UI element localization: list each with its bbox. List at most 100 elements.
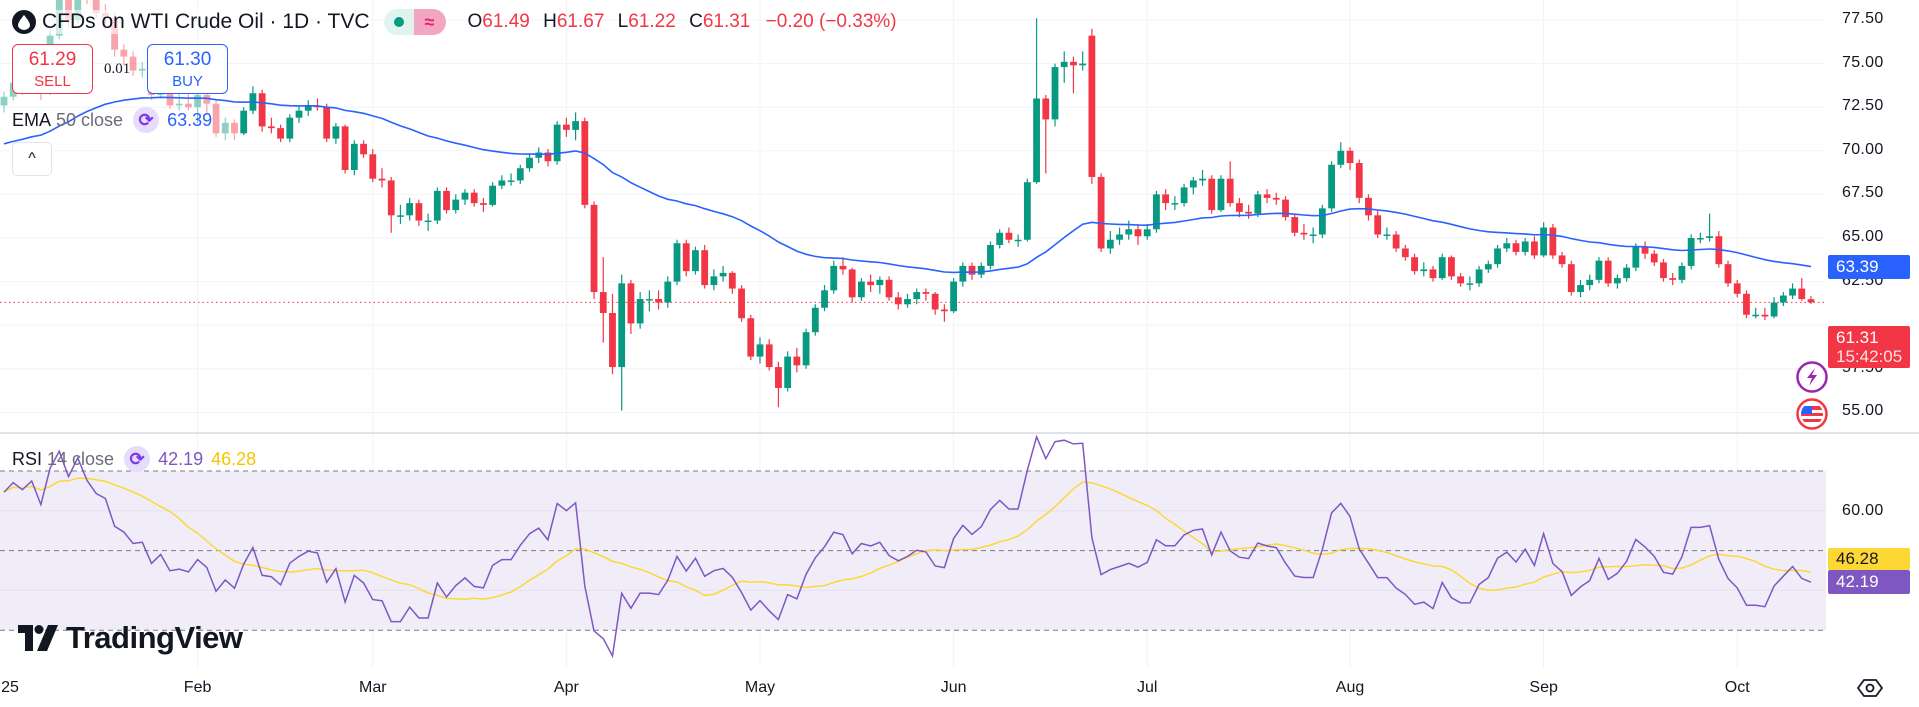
close-label: C — [689, 11, 703, 32]
candle-body — [747, 318, 755, 357]
time-axis-label: Mar — [358, 679, 387, 696]
candle — [811, 304, 819, 336]
candle — [1650, 250, 1658, 266]
refresh-icon[interactable]: ⟳ — [133, 107, 160, 133]
candle — [673, 239, 681, 286]
candle — [719, 265, 727, 282]
candle-body — [1475, 269, 1483, 284]
candle-body — [1291, 217, 1299, 233]
market-status-toggle[interactable]: ≈ — [383, 9, 446, 35]
candle — [1060, 51, 1068, 83]
candle-body — [848, 269, 856, 298]
ema-legend[interactable]: EMA 50 close ⟳ 63.39 — [12, 107, 212, 133]
candle — [240, 107, 248, 136]
candle-body — [931, 293, 939, 310]
candle — [1346, 147, 1354, 170]
candle-body — [839, 265, 847, 270]
price-axis-label: 67.50 — [1842, 184, 1884, 202]
settings-icon[interactable] — [1857, 677, 1883, 699]
candle — [1807, 296, 1815, 304]
candle — [0, 91, 8, 113]
candle — [1125, 220, 1133, 240]
candle-body — [1641, 246, 1649, 254]
candle-body — [1309, 234, 1317, 237]
candle — [821, 285, 828, 312]
candle — [1448, 255, 1455, 280]
candle — [470, 189, 478, 207]
candle — [489, 182, 497, 207]
candle — [1733, 279, 1741, 298]
candle-body — [397, 215, 404, 217]
price-axis-label: 72.50 — [1842, 97, 1884, 115]
symbol-title: CFDs on WTI Crude Oil · 1D · TVC — [42, 10, 370, 34]
market-open-dot-icon — [383, 9, 414, 35]
candle-body — [1226, 178, 1234, 204]
sell-button[interactable]: 61.29 SELL — [12, 44, 93, 94]
candle-body — [1807, 299, 1815, 303]
candle — [350, 140, 358, 176]
candle-body — [1531, 241, 1538, 256]
candle — [618, 274, 626, 411]
candle — [129, 51, 137, 76]
candle — [987, 241, 994, 270]
candle — [461, 189, 469, 205]
candle-body — [231, 122, 238, 134]
lightning-icon[interactable] — [1795, 360, 1829, 394]
candle — [1503, 238, 1511, 252]
candle-body — [323, 107, 331, 139]
candle — [922, 288, 930, 301]
candle — [1226, 161, 1234, 207]
candle-body — [387, 180, 395, 216]
candle-body — [1752, 314, 1760, 317]
candle-body — [1272, 197, 1280, 200]
candle — [1199, 169, 1206, 186]
candle-body — [378, 178, 386, 181]
candle-body — [129, 56, 137, 71]
candle-body — [286, 117, 294, 139]
candle-body — [1669, 278, 1677, 280]
candle — [1318, 204, 1326, 238]
buy-price: 61.30 — [163, 49, 212, 70]
candle — [728, 271, 736, 294]
candle-body — [1254, 194, 1262, 214]
ema-price-tag: 63.39 — [1828, 255, 1910, 279]
bar-countdown: 15:42:05 — [1836, 347, 1903, 366]
candle-body — [1162, 194, 1170, 204]
candle-body — [1586, 279, 1594, 286]
refresh-icon[interactable]: ⟳ — [124, 446, 151, 472]
candle — [1494, 244, 1501, 268]
candle — [959, 262, 967, 287]
us-flag-icon[interactable] — [1795, 397, 1829, 431]
candle — [341, 124, 349, 174]
ema-value: 63.39 — [167, 109, 213, 130]
time-axis-label: Sep — [1529, 679, 1558, 696]
candle-body — [1724, 264, 1732, 284]
candle-body — [332, 126, 340, 139]
candle-body — [1282, 199, 1289, 218]
candle-body — [1374, 215, 1382, 235]
candle — [636, 292, 644, 329]
candle — [1106, 231, 1114, 254]
candle-body — [489, 185, 497, 205]
candle — [507, 173, 515, 186]
candle — [1641, 241, 1649, 259]
candle-body — [811, 307, 819, 333]
candle-body — [1355, 163, 1363, 198]
symbol-legend[interactable]: CFDs on WTI Crude Oil · 1D · TVC ≈ O61.4… — [12, 8, 897, 36]
tradingview-logo[interactable]: TradingView — [18, 620, 243, 656]
candle-body — [802, 332, 810, 366]
collapse-legend-button[interactable]: ^ — [12, 142, 52, 176]
oil-drop-icon — [12, 10, 36, 34]
candle — [931, 292, 939, 315]
buy-button[interactable]: 61.30 BUY — [147, 44, 228, 94]
candle — [1678, 262, 1686, 284]
rsi-legend[interactable]: RSI 14 close ⟳ 42.19 46.28 — [12, 446, 256, 472]
candle-body — [728, 272, 736, 289]
candle-body — [645, 299, 653, 301]
candle — [526, 154, 533, 172]
candle — [1116, 227, 1123, 245]
candle — [1272, 192, 1280, 205]
candle-body — [756, 344, 764, 357]
candle — [1623, 264, 1631, 282]
